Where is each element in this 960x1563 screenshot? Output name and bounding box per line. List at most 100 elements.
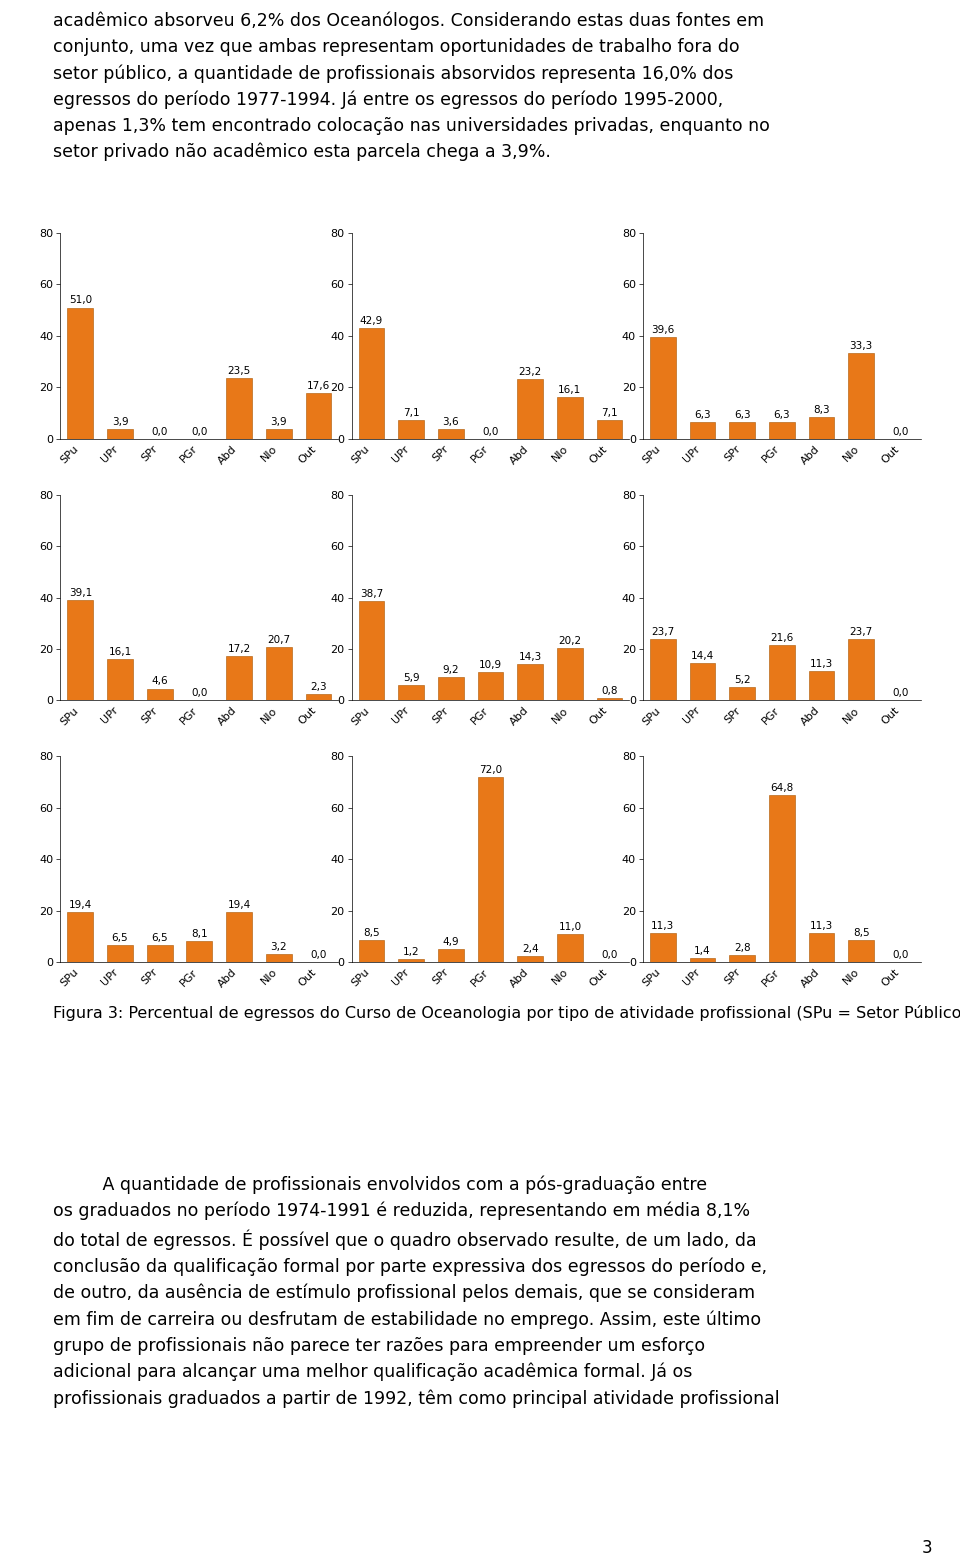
Bar xyxy=(398,420,424,439)
Bar xyxy=(650,338,676,439)
Bar xyxy=(438,677,464,700)
Text: 2,8: 2,8 xyxy=(733,942,751,953)
Text: 3,9: 3,9 xyxy=(271,417,287,427)
Bar xyxy=(67,600,93,700)
Text: 0,0: 0,0 xyxy=(482,427,499,436)
Bar xyxy=(227,378,252,439)
Text: 0,0: 0,0 xyxy=(310,950,326,960)
Text: 16,1: 16,1 xyxy=(108,647,132,656)
Bar xyxy=(359,941,384,961)
Bar xyxy=(478,777,503,961)
Text: 5,9: 5,9 xyxy=(403,674,420,683)
Text: 5,2: 5,2 xyxy=(733,675,751,685)
Text: 9,2: 9,2 xyxy=(443,664,459,675)
Text: 6,3: 6,3 xyxy=(733,411,751,420)
Text: 23,5: 23,5 xyxy=(228,366,251,377)
Text: 6,5: 6,5 xyxy=(152,933,168,942)
Bar xyxy=(557,933,583,961)
Text: 3,2: 3,2 xyxy=(271,942,287,952)
Text: 11,3: 11,3 xyxy=(651,921,674,932)
Text: 17,2: 17,2 xyxy=(228,644,251,653)
Bar xyxy=(769,422,795,439)
Text: 23,7: 23,7 xyxy=(850,627,873,638)
Text: 6,3: 6,3 xyxy=(694,411,710,420)
Text: 0,0: 0,0 xyxy=(893,427,909,436)
Bar xyxy=(597,420,622,439)
Bar xyxy=(108,428,132,439)
Bar xyxy=(849,639,874,700)
Text: 4,9: 4,9 xyxy=(443,938,459,947)
Bar xyxy=(808,671,834,700)
Bar xyxy=(305,394,331,439)
Bar xyxy=(849,941,874,961)
Bar xyxy=(769,796,795,961)
Text: 0,0: 0,0 xyxy=(191,688,207,699)
Bar xyxy=(67,308,93,439)
Text: 19,4: 19,4 xyxy=(228,900,251,910)
Bar xyxy=(147,689,173,700)
Text: 51,0: 51,0 xyxy=(69,295,92,305)
Bar xyxy=(398,685,424,700)
Text: 8,5: 8,5 xyxy=(363,928,380,938)
Text: 23,7: 23,7 xyxy=(651,627,674,638)
Text: 11,0: 11,0 xyxy=(559,922,582,932)
Text: 17,6: 17,6 xyxy=(307,381,330,391)
Text: 3,9: 3,9 xyxy=(111,417,129,427)
Text: 14,4: 14,4 xyxy=(691,652,714,661)
Text: 0,0: 0,0 xyxy=(152,427,168,436)
Bar xyxy=(478,672,503,700)
Bar xyxy=(808,417,834,439)
Text: 2,4: 2,4 xyxy=(522,944,539,953)
Text: 2,3: 2,3 xyxy=(310,683,326,692)
Bar xyxy=(517,957,543,961)
Text: acadêmico absorveu 6,2% dos Oceanólogos. Considerando estas duas fontes em
conju: acadêmico absorveu 6,2% dos Oceanólogos.… xyxy=(53,13,770,161)
Bar xyxy=(438,430,464,439)
Text: 23,2: 23,2 xyxy=(518,367,541,377)
Text: 39,6: 39,6 xyxy=(651,325,674,334)
Bar xyxy=(689,663,715,700)
Text: 6,5: 6,5 xyxy=(111,933,129,942)
Text: 38,7: 38,7 xyxy=(360,589,383,599)
Text: 39,1: 39,1 xyxy=(69,588,92,597)
Text: 7,1: 7,1 xyxy=(403,408,420,419)
Bar xyxy=(730,688,755,700)
Text: 72,0: 72,0 xyxy=(479,764,502,775)
Text: 21,6: 21,6 xyxy=(770,633,793,642)
Bar xyxy=(305,694,331,700)
Bar xyxy=(769,646,795,700)
Text: 8,5: 8,5 xyxy=(852,928,870,938)
Bar xyxy=(359,328,384,439)
Bar xyxy=(849,353,874,439)
Bar xyxy=(557,397,583,439)
Text: 1,4: 1,4 xyxy=(694,946,710,957)
Bar xyxy=(650,639,676,700)
Text: 1,2: 1,2 xyxy=(403,947,420,957)
Text: 42,9: 42,9 xyxy=(360,316,383,327)
Bar xyxy=(108,660,132,700)
Bar xyxy=(808,933,834,961)
Bar xyxy=(650,933,676,961)
Bar xyxy=(689,422,715,439)
Bar xyxy=(689,958,715,961)
Bar xyxy=(517,664,543,700)
Bar xyxy=(108,946,132,961)
Text: 20,7: 20,7 xyxy=(267,635,290,646)
Text: 14,3: 14,3 xyxy=(518,652,541,661)
Bar xyxy=(227,656,252,700)
Text: 0,0: 0,0 xyxy=(893,688,909,699)
Text: 20,2: 20,2 xyxy=(559,636,582,647)
Bar xyxy=(266,953,292,961)
Bar xyxy=(730,955,755,961)
Text: 11,3: 11,3 xyxy=(810,921,833,932)
Text: 0,0: 0,0 xyxy=(191,427,207,436)
Bar xyxy=(266,428,292,439)
Text: 3,6: 3,6 xyxy=(443,417,459,427)
Text: 64,8: 64,8 xyxy=(770,783,793,794)
Bar xyxy=(359,600,384,700)
Text: Figura 3: Percentual de egressos do Curso de Oceanologia por tipo de atividade p: Figura 3: Percentual de egressos do Curs… xyxy=(53,1005,960,1021)
Bar xyxy=(227,913,252,961)
Bar xyxy=(730,422,755,439)
Bar xyxy=(67,913,93,961)
Bar xyxy=(597,699,622,700)
Bar xyxy=(266,647,292,700)
